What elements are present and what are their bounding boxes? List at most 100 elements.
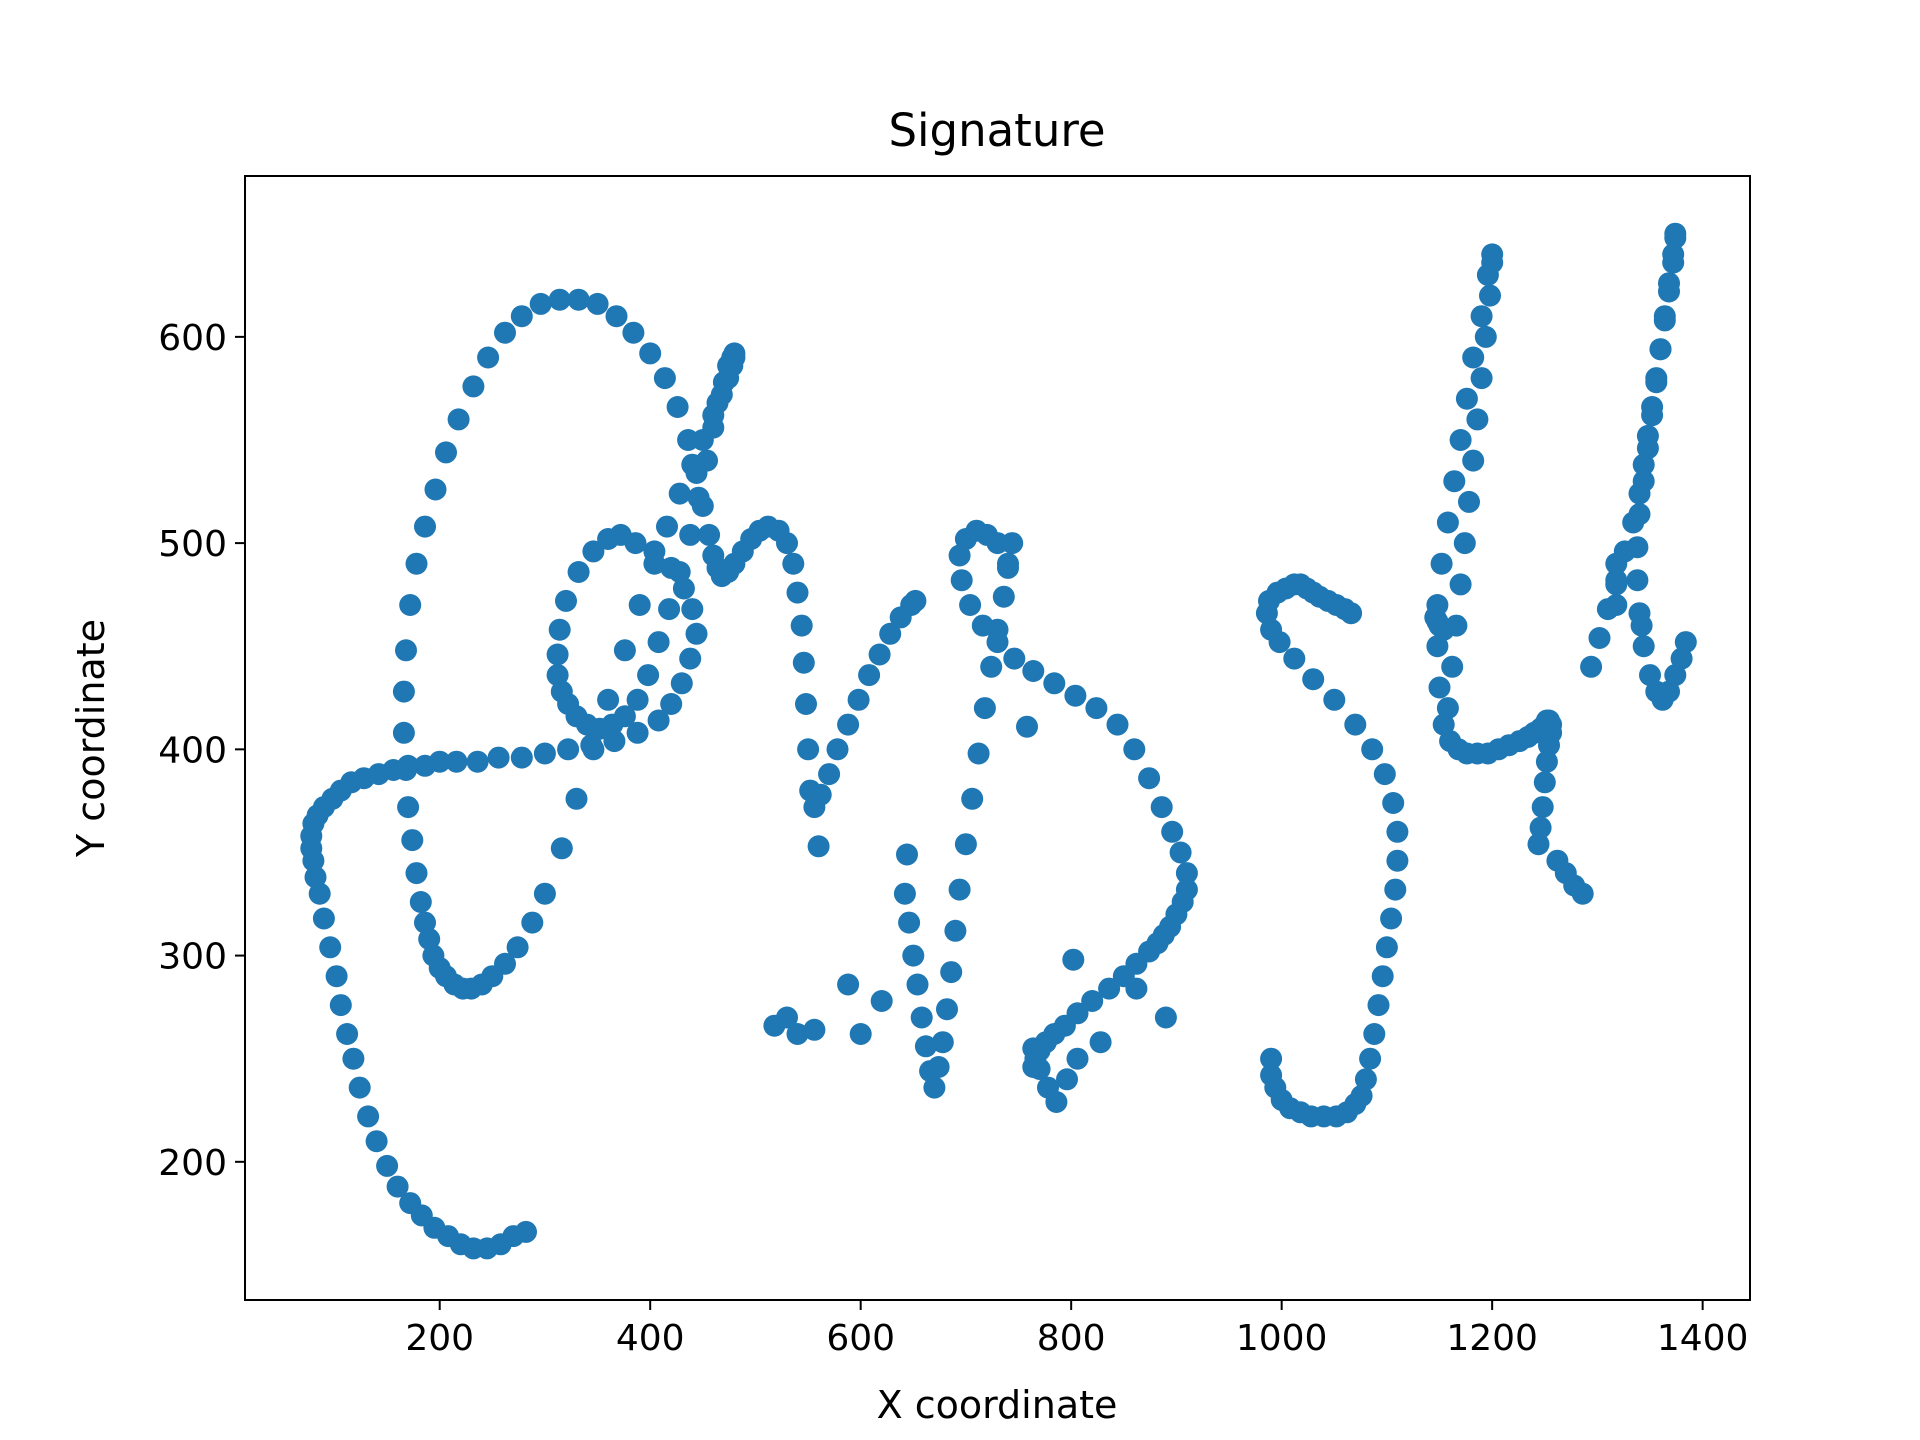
scatter-point xyxy=(1637,437,1659,459)
scatter-point xyxy=(1302,668,1324,690)
scatter-point xyxy=(1471,305,1493,327)
scatter-point xyxy=(319,936,341,958)
scatter-point xyxy=(797,738,819,760)
scatter-point xyxy=(1626,569,1648,591)
scatter-point xyxy=(336,1023,358,1045)
scatter-point xyxy=(1589,627,1611,649)
scatter-point xyxy=(669,483,691,505)
scatter-point xyxy=(1456,388,1478,410)
scatter-point xyxy=(648,631,670,653)
scatter-point xyxy=(1170,842,1192,864)
y-tick-label: 600 xyxy=(158,318,227,359)
scatter-point xyxy=(654,367,676,389)
y-tick-label: 200 xyxy=(158,1143,227,1184)
scatter-point xyxy=(1426,635,1448,657)
scatter-point xyxy=(1462,450,1484,472)
scatter-point xyxy=(667,396,689,418)
scatter-point xyxy=(568,289,590,311)
scatter-point xyxy=(904,590,926,612)
scatter-point xyxy=(1631,615,1653,637)
scatter-point xyxy=(551,837,573,859)
scatter-point xyxy=(1471,367,1493,389)
y-tick-label: 300 xyxy=(158,937,227,978)
scatter-point xyxy=(1445,615,1467,637)
scatter-point xyxy=(848,689,870,711)
scatter-point xyxy=(557,738,579,760)
scatter-point xyxy=(425,479,447,501)
scatter-point xyxy=(349,1077,371,1099)
x-tick-label: 200 xyxy=(405,1318,474,1359)
scatter-point xyxy=(627,689,649,711)
scatter-point xyxy=(1067,1048,1089,1070)
scatter-point xyxy=(1368,994,1390,1016)
scatter-point xyxy=(1361,738,1383,760)
scatter-point xyxy=(1045,1091,1067,1113)
scatter-point xyxy=(837,974,859,996)
scatter-point xyxy=(1605,573,1627,595)
scatter-point xyxy=(342,1048,364,1070)
scatter-point xyxy=(1532,796,1554,818)
scatter-point xyxy=(702,404,724,426)
scatter-point xyxy=(1155,1007,1177,1029)
scatter-point xyxy=(393,722,415,744)
scatter-point xyxy=(387,1176,409,1198)
scatter-point xyxy=(1580,656,1602,678)
scatter-point xyxy=(521,912,543,934)
scatter-point xyxy=(1386,850,1408,872)
scatter-point xyxy=(1090,1031,1112,1053)
scatter-point xyxy=(669,561,691,583)
y-axis-label: Y coordinate xyxy=(69,619,113,858)
scatter-point xyxy=(1454,532,1476,554)
scatter-point xyxy=(511,747,533,769)
scatter-point xyxy=(330,994,352,1016)
scatter-point xyxy=(534,883,556,905)
scatter-point xyxy=(395,759,417,781)
scatter-point xyxy=(1481,243,1503,265)
scatter-point xyxy=(940,961,962,983)
scatter-point xyxy=(406,553,428,575)
scatter-point xyxy=(376,1155,398,1177)
scatter-point xyxy=(1359,1048,1381,1070)
scatter-point xyxy=(959,594,981,616)
scatter-point xyxy=(980,656,1002,678)
x-tick-label: 1400 xyxy=(1657,1318,1749,1359)
y-tick-label: 500 xyxy=(158,524,227,565)
scatter-point xyxy=(1534,771,1556,793)
scatter-point xyxy=(961,788,983,810)
scatter-point xyxy=(808,835,830,857)
scatter-point xyxy=(787,582,809,604)
scatter-point xyxy=(681,598,703,620)
scatter-point xyxy=(1426,594,1448,616)
scatter-point xyxy=(955,833,977,855)
scatter-point xyxy=(871,990,893,1012)
scatter-point xyxy=(566,788,588,810)
scatter-point xyxy=(1633,470,1655,492)
scatter-point xyxy=(393,681,415,703)
scatter-point xyxy=(1675,631,1697,653)
scatter-point xyxy=(810,784,832,806)
scatter-point xyxy=(1340,602,1362,624)
scatter-point xyxy=(776,1007,798,1029)
scatter-point xyxy=(399,594,421,616)
scatter-point xyxy=(414,912,436,934)
scatter-point xyxy=(1477,264,1499,286)
scatter-point xyxy=(658,598,680,620)
scatter-point xyxy=(679,648,701,670)
scatter-point xyxy=(397,796,419,818)
scatter-point xyxy=(686,462,708,484)
scatter-point xyxy=(711,384,733,406)
scatter-point xyxy=(1138,767,1160,789)
scatter-point xyxy=(1629,503,1651,525)
scatter-point xyxy=(1022,1037,1044,1059)
scatter-point xyxy=(1125,978,1147,1000)
scatter-point xyxy=(1572,883,1594,905)
scatter-point xyxy=(793,652,815,674)
scatter-point xyxy=(776,532,798,554)
scatter-point xyxy=(1658,272,1680,294)
scatter-point xyxy=(597,689,619,711)
scatter-point xyxy=(894,883,916,905)
scatter-point xyxy=(395,639,417,661)
scatter-point xyxy=(1355,1068,1377,1090)
scatter-point xyxy=(1056,1068,1078,1090)
